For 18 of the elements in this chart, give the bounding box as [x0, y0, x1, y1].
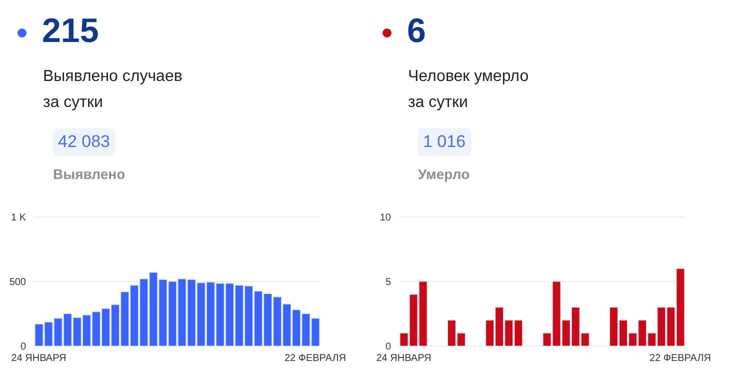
chart-title: 215 [42, 11, 99, 52]
x-tick-label: 22 ФЕВРАЛЯ [649, 353, 711, 364]
text: 42 083 [53, 128, 115, 156]
y-tick-label: 500 [9, 277, 26, 288]
text: Умерло [418, 166, 470, 182]
x-tick-label: 24 ЯНВАРЯ [376, 353, 432, 364]
x-tick-label: 22 ФЕВРАЛЯ [284, 353, 346, 364]
chart-title: 6 [407, 11, 426, 52]
text: 1 016 [418, 128, 471, 156]
x-tick-label: 24 ЯНВАРЯ [11, 353, 66, 364]
y-tick-label: 0 [20, 342, 26, 353]
y-tick-label: 0 [385, 342, 392, 353]
y-tick-label: 10 [380, 212, 392, 224]
y-tick-label: 1 K [10, 212, 26, 224]
chart-subtitle: Человек умерло за сутки [408, 67, 529, 113]
y-tick-label: 5 [385, 277, 392, 288]
text: Выявлено [53, 166, 126, 182]
chart-subtitle: Выявлено случаев за сутки [43, 67, 182, 113]
